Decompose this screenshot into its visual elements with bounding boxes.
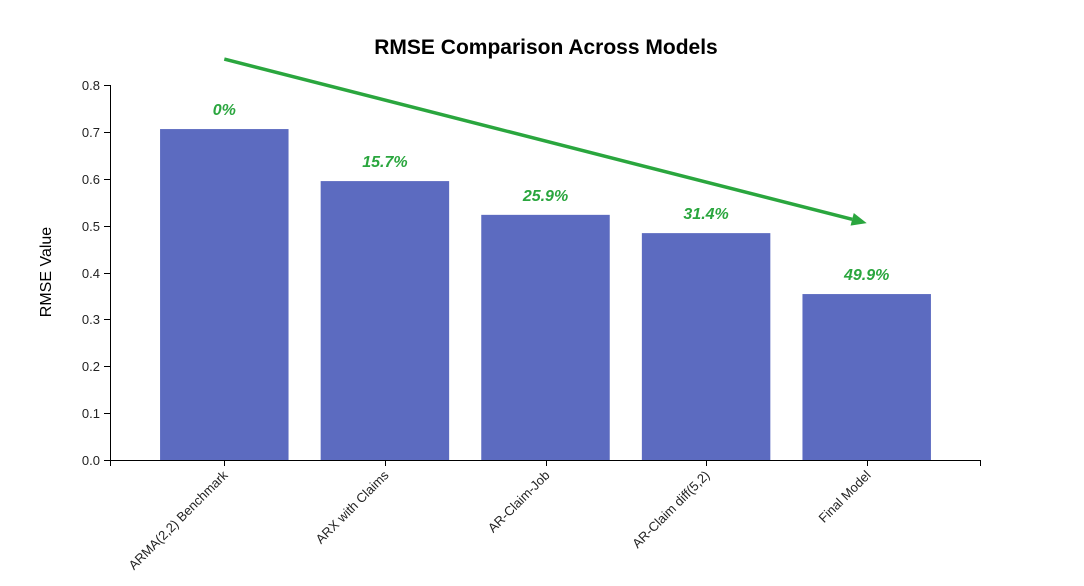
x-category-label: AR-Claim diff(5,2) <box>629 468 712 551</box>
trend-arrow-line <box>223 57 853 222</box>
trend-arrow-layer <box>223 57 867 226</box>
y-tick-label: 0.5 <box>82 219 100 234</box>
y-tick-label: 0.1 <box>82 406 100 421</box>
x-category-label: Final Model <box>815 467 873 525</box>
improvement-label: 31.4% <box>683 206 728 223</box>
y-tick-label: 0.8 <box>82 78 100 93</box>
bars-layer <box>160 129 931 460</box>
y-tick-label: 0.3 <box>82 312 100 327</box>
improvement-labels-layer: 0% 15.7% 25.9% 31.4% 49.9% <box>213 102 890 284</box>
y-axis-label: RMSE Value <box>38 227 55 318</box>
improvement-label: 15.7% <box>362 154 407 171</box>
bar <box>802 294 931 460</box>
axes-layer <box>110 85 981 461</box>
x-category-label: ARX with Claims <box>313 467 392 546</box>
bar <box>481 214 610 460</box>
bar <box>641 233 771 460</box>
trend-arrow-head <box>850 213 867 226</box>
improvement-label: 0% <box>213 102 236 119</box>
y-ticks-layer: 0.0 0.1 0.2 0.3 0.4 0.5 0.6 0.7 0.8 <box>82 78 110 468</box>
y-tick-label: 0.7 <box>82 125 100 140</box>
x-ticks-layer: ARMA(2,2) Benchmark ARX with Claims AR-Cla… <box>110 460 981 573</box>
bar <box>160 129 289 460</box>
y-tick-label: 0.2 <box>82 359 100 374</box>
x-category-label: ARMA(2,2) Benchmark <box>126 467 231 572</box>
improvement-label: 49.9% <box>843 267 889 284</box>
bar <box>320 181 450 460</box>
y-tick-label: 0.0 <box>82 453 100 468</box>
y-tick-label: 0.6 <box>82 172 100 187</box>
x-category-label: AR-Claim-Job <box>485 468 553 536</box>
chart-title: RMSE Comparison Across Models <box>374 36 717 59</box>
improvement-label: 25.9% <box>522 188 568 205</box>
y-tick-label: 0.4 <box>82 266 100 281</box>
